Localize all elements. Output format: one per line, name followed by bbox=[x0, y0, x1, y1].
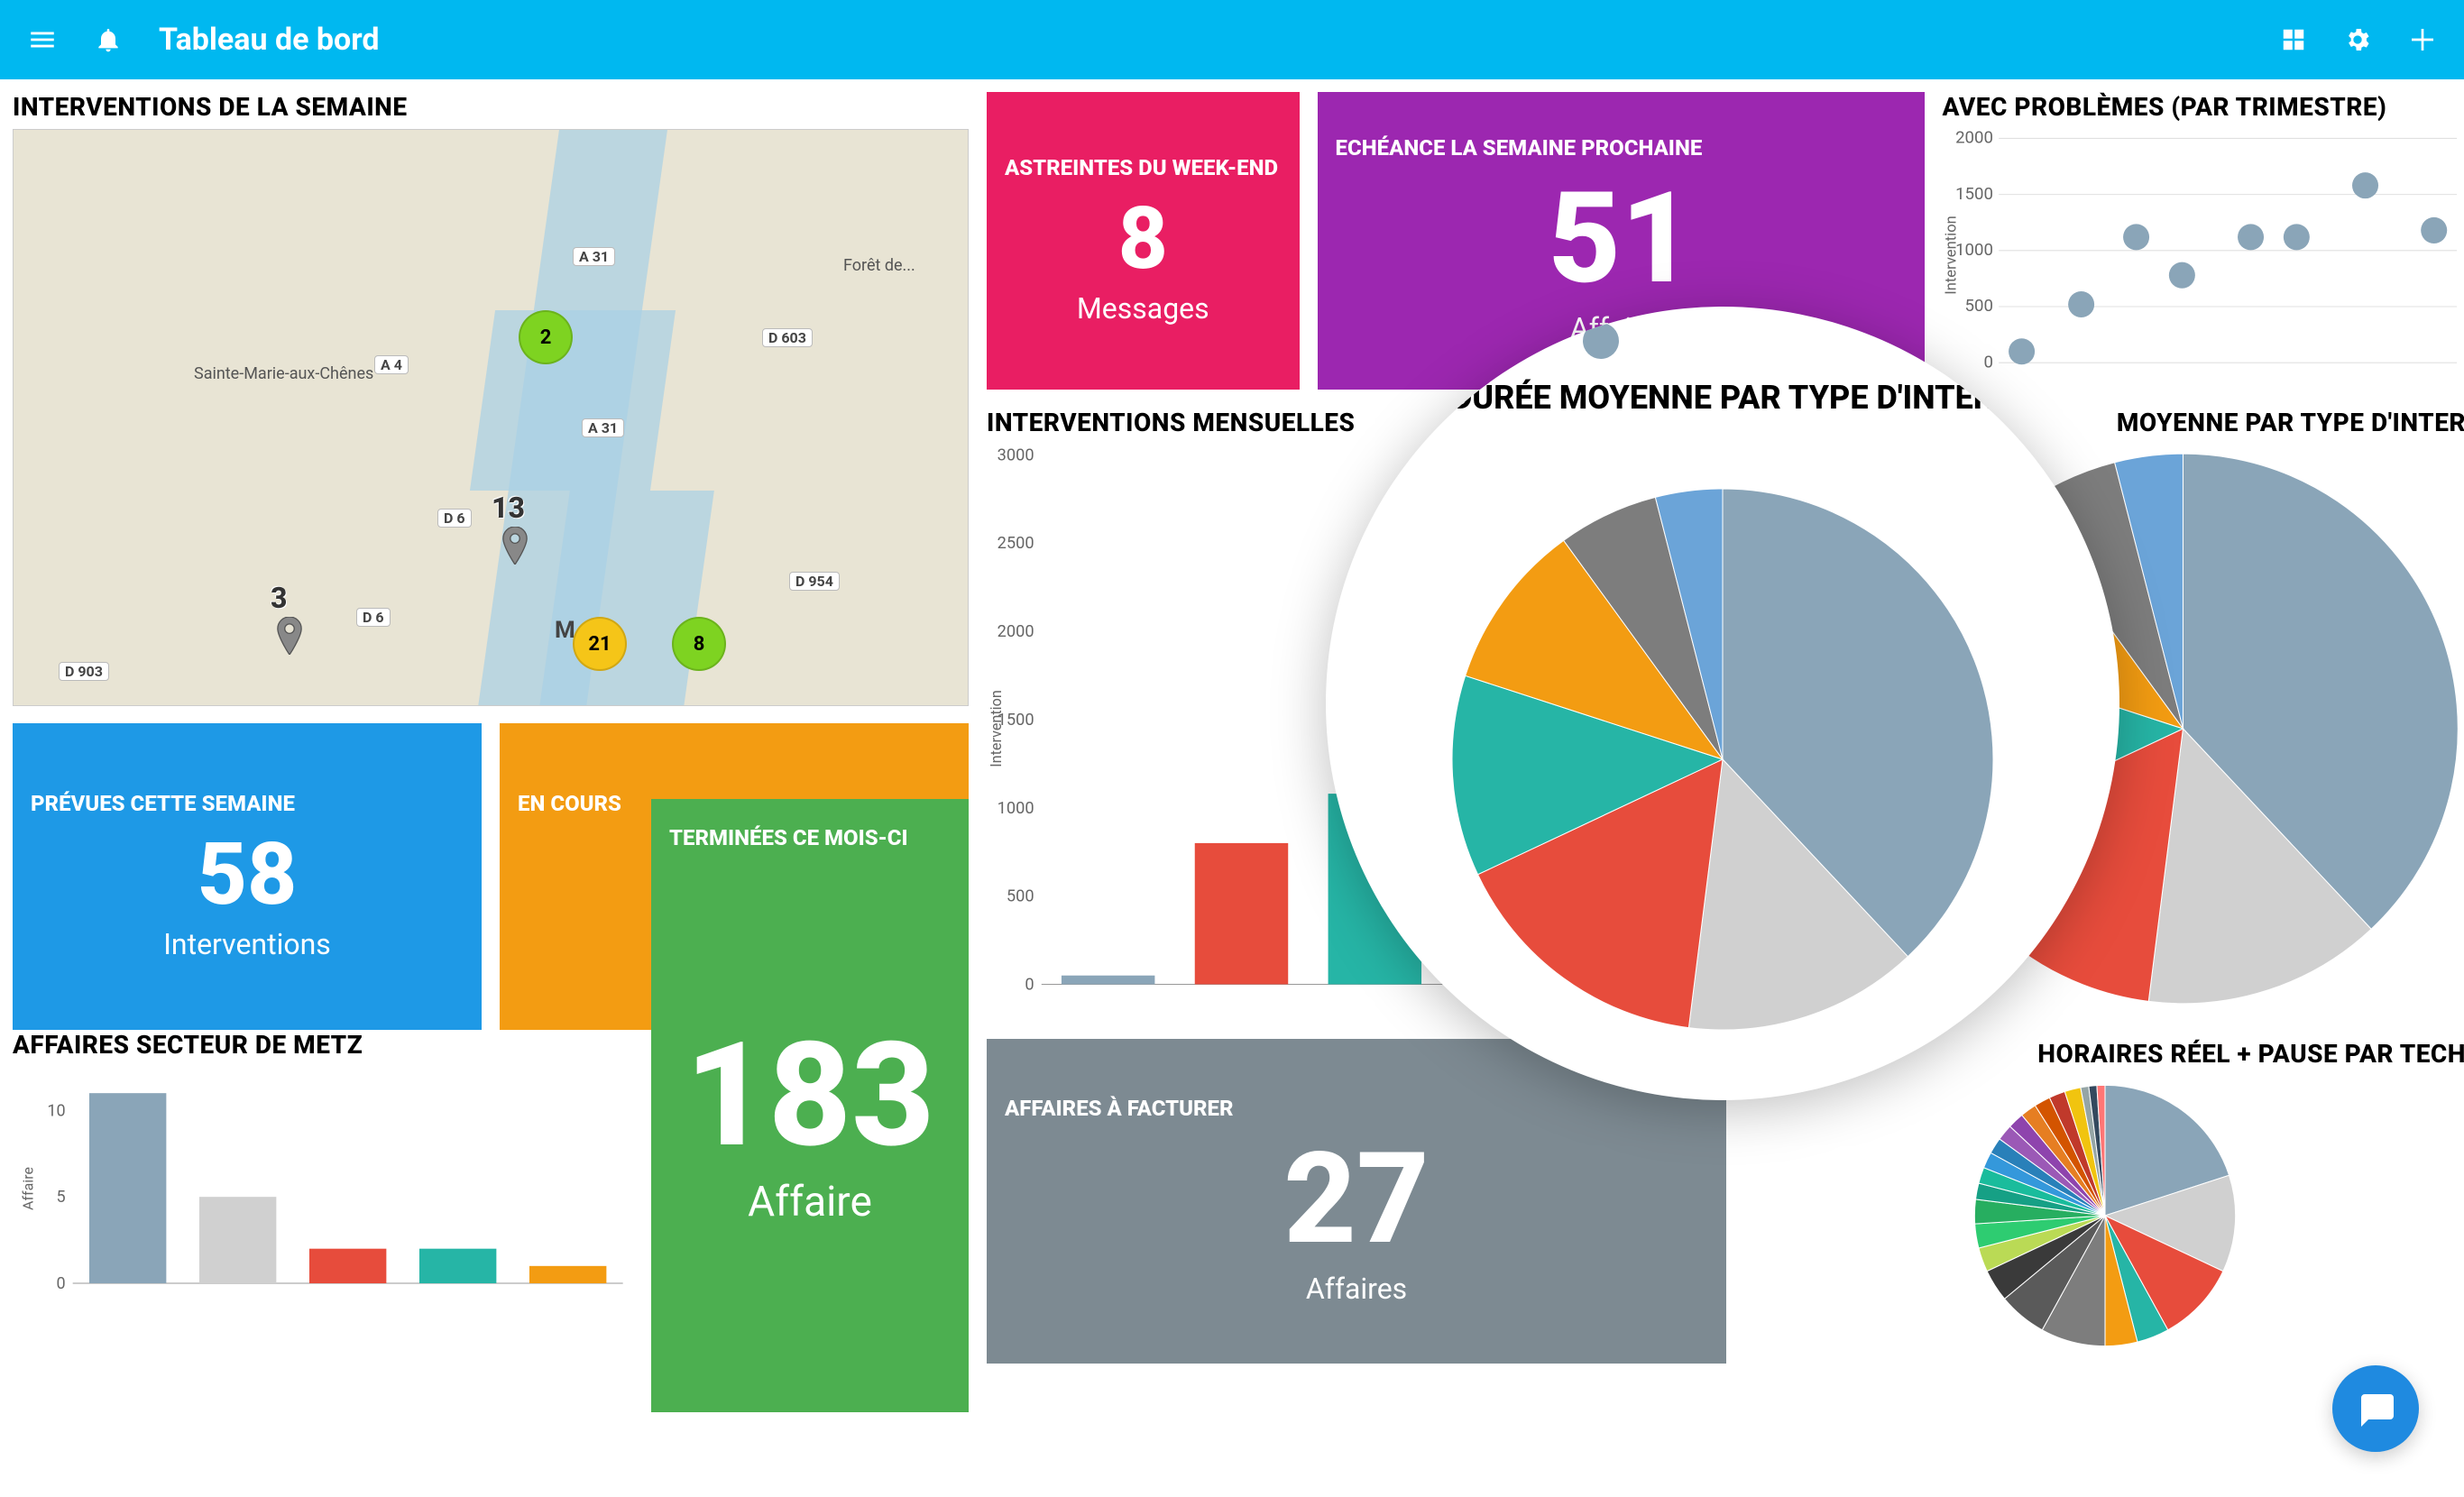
svg-text:1000: 1000 bbox=[998, 799, 1034, 818]
tile-value: 8 bbox=[1118, 196, 1168, 282]
pie-horaires-panel: HORAIRES RÉEL + PAUSE PAR TECH bbox=[1744, 1039, 2464, 1364]
overlay-dot-icon bbox=[1583, 323, 1619, 359]
gear-icon[interactable] bbox=[2343, 25, 2372, 54]
tile-prevues[interactable]: PRÉVUES CETTE SEMAINE 58 Interventions bbox=[13, 723, 482, 1030]
tile-title: TERMINÉES CE MOIS-CI bbox=[660, 826, 917, 866]
tile-facturer[interactable]: AFFAIRES À FACTURER 27 Affaires bbox=[987, 1039, 1726, 1364]
pie-horaires-chart bbox=[1744, 1076, 2464, 1355]
map-road-badge: D 603 bbox=[762, 328, 813, 347]
tile-value: 58 bbox=[198, 831, 298, 918]
tile-sub: Messages bbox=[1077, 291, 1209, 326]
sector-title: AFFAIRES SECTEUR DE METZ bbox=[13, 1030, 638, 1060]
overlay-dot-icon bbox=[1493, 327, 1520, 354]
map-cluster-label: 13 bbox=[492, 491, 525, 525]
map-city-label: M bbox=[555, 617, 575, 644]
map-marker[interactable]: 8 bbox=[672, 617, 726, 671]
svg-text:2500: 2500 bbox=[998, 534, 1034, 553]
svg-text:10: 10 bbox=[47, 1101, 65, 1120]
overlay-title: DURÉE MOYENNE PAR TYPE D'INTER bbox=[1451, 379, 1994, 417]
svg-text:0: 0 bbox=[1025, 976, 1034, 995]
overlay-lens[interactable]: 0 DURÉE MOYENNE PAR TYPE D'INTER bbox=[1326, 307, 2119, 1100]
overlay-axis-zero: 0 bbox=[1452, 327, 1466, 354]
problems-panel: AVEC PROBLÈMES (PAR TRIMESTRE) 0 500 1000 1… bbox=[1943, 92, 2464, 390]
map-place-label: Sainte-Marie-aux-Chênes bbox=[194, 364, 373, 383]
map-road-badge: D 903 bbox=[59, 662, 109, 681]
map-cluster-label: 3 bbox=[271, 581, 287, 615]
svg-text:500: 500 bbox=[1007, 887, 1034, 906]
svg-text:500: 500 bbox=[1964, 296, 1992, 316]
sector-chart: 0 5 10 Affaire bbox=[13, 1067, 638, 1310]
svg-text:5: 5 bbox=[57, 1188, 66, 1207]
tile-sub: Affaires bbox=[1306, 1272, 1407, 1306]
tile-value: 183 bbox=[685, 1024, 935, 1169]
map-road-badge: A 4 bbox=[374, 355, 409, 374]
map-pin-icon[interactable] bbox=[501, 527, 529, 568]
svg-text:Intervention: Intervention bbox=[1943, 216, 1960, 295]
menu-icon[interactable] bbox=[27, 24, 58, 55]
map-road-badge: D 6 bbox=[437, 509, 472, 528]
tile-astreintes[interactable]: ASTREINTES DU WEEK-END 8 Messages bbox=[987, 92, 1300, 390]
tile-title: EN COURS bbox=[509, 792, 630, 831]
svg-text:3000: 3000 bbox=[998, 445, 1034, 464]
tile-value: 51 bbox=[1548, 176, 1693, 302]
svg-text:1000: 1000 bbox=[1955, 240, 1993, 260]
map-marker[interactable]: 21 bbox=[573, 617, 627, 671]
tile-terminees[interactable]: TERMINÉES CE MOIS-CI 183 Affaire bbox=[651, 799, 969, 1412]
svg-text:Intervention: Intervention bbox=[988, 690, 1005, 767]
tile-sub: Affaire bbox=[748, 1178, 872, 1226]
map-road-badge: A 31 bbox=[582, 418, 624, 437]
map-panel: INTERVENTIONS DE LA SEMAINE Sainte-Marie… bbox=[13, 92, 969, 705]
map-canvas[interactable]: Sainte-Marie-aux-ChênesMarlyForêt de...B… bbox=[13, 129, 969, 706]
map-road-badge: D 954 bbox=[789, 572, 840, 591]
problems-title: AVEC PROBLÈMES (PAR TRIMESTRE) bbox=[1943, 92, 2464, 122]
map-pin-icon[interactable] bbox=[275, 617, 304, 658]
tile-value: 27 bbox=[1283, 1136, 1429, 1263]
sector-panel: AFFAIRES SECTEUR DE METZ 0 5 10 Affaire bbox=[13, 1030, 638, 1318]
grid-icon[interactable] bbox=[2280, 26, 2307, 53]
app-header: Tableau de bord bbox=[0, 0, 2464, 79]
overlay-pie-chart bbox=[1407, 417, 2038, 1048]
map-marker[interactable]: 2 bbox=[519, 310, 573, 364]
page-title: Tableau de bord bbox=[159, 22, 380, 58]
svg-text:2000: 2000 bbox=[998, 622, 1034, 641]
map-road-badge: A 31 bbox=[573, 247, 615, 266]
tile-sub: Interventions bbox=[163, 927, 331, 961]
svg-text:Affaire: Affaire bbox=[20, 1167, 37, 1210]
svg-text:2000: 2000 bbox=[1955, 129, 1993, 148]
bell-icon[interactable] bbox=[94, 25, 123, 54]
svg-text:0: 0 bbox=[1983, 352, 1992, 372]
problems-chart: 0 500 1000 1500 2000 Intervention bbox=[1943, 129, 2464, 381]
tile-title: AFFAIRES À FACTURER bbox=[996, 1097, 1242, 1136]
svg-text:1500: 1500 bbox=[1955, 184, 1993, 204]
chat-icon bbox=[2354, 1387, 2397, 1430]
chat-fab[interactable] bbox=[2332, 1365, 2419, 1452]
map-place-label: Forêt de... bbox=[843, 256, 915, 275]
svg-text:0: 0 bbox=[57, 1274, 66, 1293]
plus-icon[interactable] bbox=[2408, 25, 2437, 54]
map-title: INTERVENTIONS DE LA SEMAINE bbox=[13, 92, 969, 122]
map-road-badge: D 6 bbox=[356, 608, 391, 627]
